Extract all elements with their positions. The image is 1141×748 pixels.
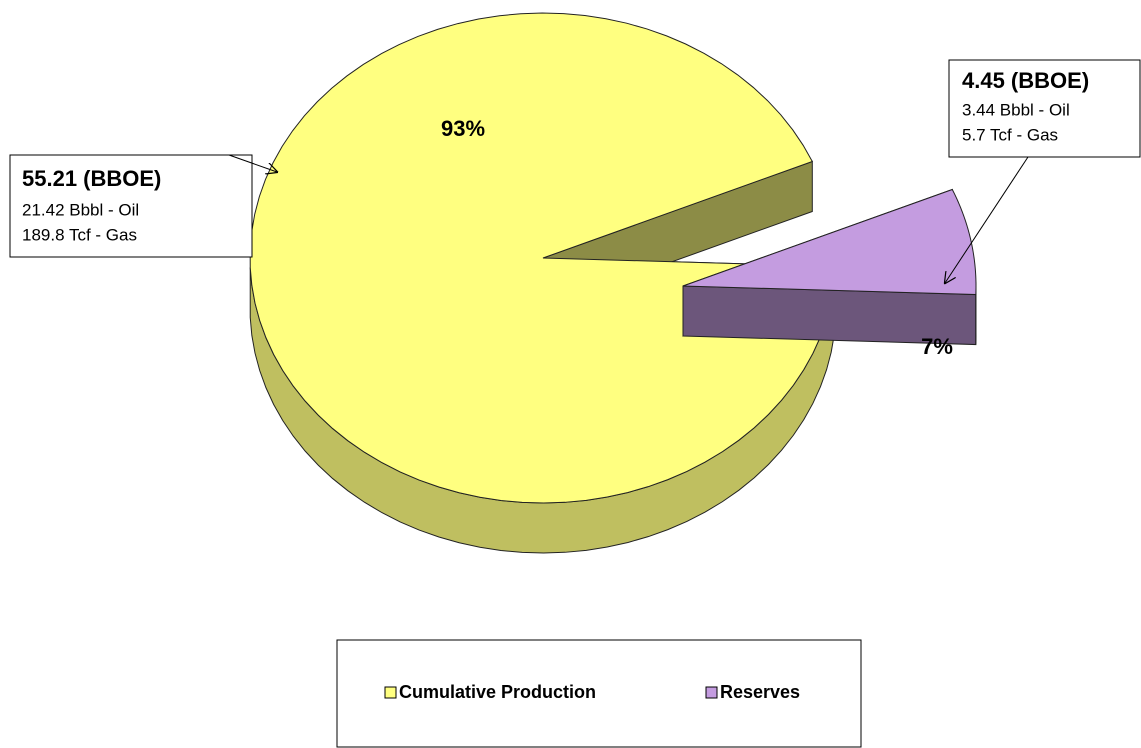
legend-label: Cumulative Production (399, 682, 596, 702)
annotation-line: 189.8 Tcf - Gas (22, 225, 137, 244)
data-label: 7% (921, 334, 953, 359)
annotation-arrow (945, 156, 1029, 283)
annotation-line: 3.44 Bbbl - Oil (962, 100, 1070, 119)
annotation-box (9, 154, 253, 258)
slice-top (682, 188, 977, 296)
legend-items: Cumulative Production Reserves (384, 682, 800, 702)
pie-slice (682, 188, 977, 346)
annotation-title: 4.45 (BBOE) (962, 68, 1089, 93)
slice-top (249, 12, 837, 504)
annotation-arrow (228, 154, 277, 172)
annotation-line: 21.42 Bbbl - Oil (22, 200, 139, 219)
pie-slice (249, 12, 837, 554)
data-label: 93% (441, 116, 485, 141)
legend-swatch (384, 686, 397, 699)
pie (249, 12, 977, 554)
annotation-line: 5.7 Tcf - Gas (962, 125, 1058, 144)
legend (336, 639, 862, 748)
legend-label: Reserves (720, 682, 800, 702)
annotation-box (948, 59, 1141, 158)
legend-swatch (705, 686, 718, 699)
annotation-title: 55.21 (BBOE) (22, 166, 161, 191)
